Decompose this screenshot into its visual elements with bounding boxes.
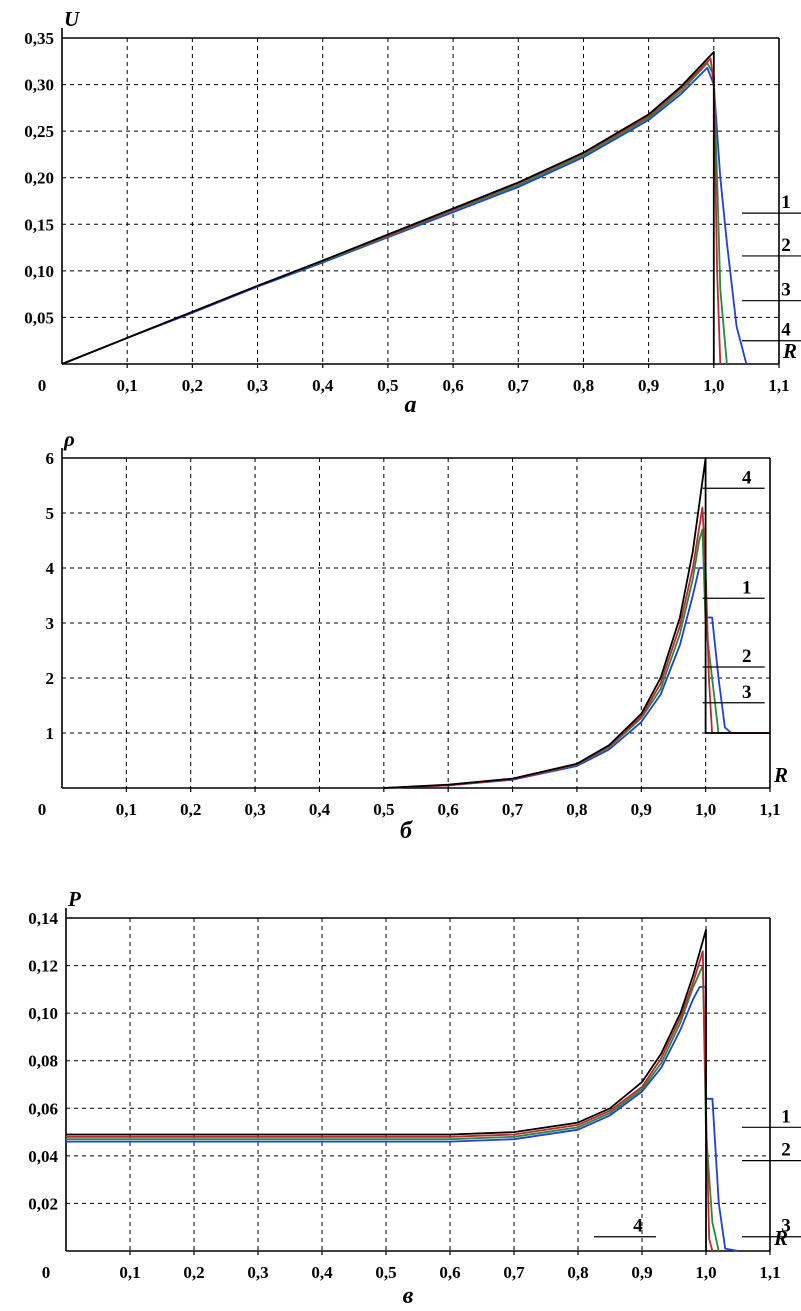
y-axis-name: P <box>67 887 81 911</box>
x-tick-label: 0,2 <box>183 1263 204 1282</box>
x-tick-label: 1,0 <box>703 376 724 395</box>
curve-label: 3 <box>781 1216 791 1237</box>
y-tick-label: 0,30 <box>24 76 54 95</box>
curve-label: 2 <box>781 1140 791 1161</box>
x-axis-name: R <box>773 763 788 787</box>
curve-label: 3 <box>781 280 791 301</box>
x-tick-label: 0,9 <box>638 376 659 395</box>
x-tick-label: 0,3 <box>244 800 265 819</box>
x-tick-label: 0,9 <box>631 1263 652 1282</box>
x-tick-label: 0,8 <box>566 800 587 819</box>
y-tick-label: 0,04 <box>28 1147 58 1166</box>
y-axis-name: ρ <box>63 427 75 451</box>
x-tick-label: 0,5 <box>373 800 394 819</box>
series-line-2 <box>61 62 728 365</box>
x-tick-label: 0,7 <box>502 800 524 819</box>
x-tick-label: 0,4 <box>309 800 331 819</box>
x-tick-label: 0 <box>38 376 47 395</box>
x-axis-name: R <box>773 1226 788 1250</box>
x-tick-label: 1,0 <box>695 800 716 819</box>
series-line-3 <box>61 57 722 365</box>
series-line-4 <box>66 929 707 1251</box>
x-tick-label: 0,1 <box>119 1263 140 1282</box>
x-tick-label: 0,5 <box>375 1263 396 1282</box>
y-tick-label: 0,05 <box>24 308 54 327</box>
x-tick-label: 1,1 <box>759 800 780 819</box>
x-tick-label: 0,8 <box>573 376 594 395</box>
panel-letter: а <box>405 392 417 418</box>
y-tick-label: 0,25 <box>24 122 54 141</box>
curve-label: 4 <box>633 1216 643 1237</box>
x-tick-label: 0,3 <box>247 1263 268 1282</box>
curve-label: 4 <box>781 320 791 341</box>
x-tick-label: 0,9 <box>631 800 652 819</box>
series-line-1 <box>383 567 770 789</box>
curve-label: 3 <box>742 682 752 703</box>
x-tick-label: 0,7 <box>503 1263 525 1282</box>
x-tick-label: 0,2 <box>180 800 201 819</box>
x-tick-label: 0,1 <box>116 800 137 819</box>
x-tick-label: 1,1 <box>759 1263 780 1282</box>
y-tick-label: 0,35 <box>24 29 54 48</box>
panel-letter: б <box>400 818 413 844</box>
x-tick-label: 0,4 <box>312 376 334 395</box>
x-tick-label: 0,4 <box>311 1263 333 1282</box>
x-tick-label: 0 <box>38 800 47 819</box>
y-tick-label: 0,20 <box>24 169 54 188</box>
series-line-4 <box>61 51 715 365</box>
series-line-3 <box>66 950 714 1252</box>
y-tick-label: 3 <box>46 614 55 633</box>
y-tick-label: 0,02 <box>28 1194 58 1213</box>
series-line-4 <box>383 457 770 789</box>
x-tick-label: 1,1 <box>768 376 789 395</box>
x-tick-label: 0,5 <box>377 376 398 395</box>
y-tick-label: 2 <box>46 669 55 688</box>
panel-letter: в <box>403 1283 414 1309</box>
x-tick-label: 0,8 <box>567 1263 588 1282</box>
y-tick-label: 0,12 <box>28 957 58 976</box>
curve-label: 1 <box>781 1106 791 1127</box>
chart-panel-3: 0 0,1 0,2 0,3 0,4 0,5 0,6 0,7 0,8 0,9 1,0 1,1 0,02 0,… <box>28 887 801 1309</box>
y-tick-label: 0,10 <box>24 262 54 281</box>
x-tick-label: 0,3 <box>247 376 268 395</box>
y-tick-label: 5 <box>46 504 55 523</box>
x-tick-label: 0,6 <box>442 376 463 395</box>
y-tick-label: 4 <box>46 559 55 578</box>
x-tick-label: 0 <box>42 1263 51 1282</box>
series-line-1 <box>61 66 748 365</box>
y-tick-label: 0,15 <box>24 215 54 234</box>
chart-panel-1: 0 0,1 0,2 0,3 0,4 0,5 0,6 0,7 0,8 0,9 1,0 1,1 0,05 0,… <box>24 7 801 418</box>
x-tick-label: 0,1 <box>117 376 138 395</box>
curve-label: 2 <box>781 235 791 256</box>
x-tick-label: 0,6 <box>439 1263 460 1282</box>
x-tick-label: 0,7 <box>508 376 530 395</box>
y-tick-label: 0,10 <box>28 1004 58 1023</box>
curve-label: 2 <box>742 646 752 667</box>
x-tick-label: 0,6 <box>438 800 459 819</box>
x-axis-name: R <box>782 339 797 363</box>
chart-panel-2: 0 0,1 0,2 0,3 0,4 0,5 0,6 0,7 0,8 0,9 1,0 1,1 1 2 3 4 5 6… <box>38 427 788 844</box>
curve-label: 1 <box>781 192 791 213</box>
y-axis-name: U <box>64 7 81 31</box>
x-tick-label: 0,2 <box>182 376 203 395</box>
series-line-1 <box>66 986 739 1252</box>
curve-label: 4 <box>742 467 752 488</box>
y-tick-label: 6 <box>46 449 55 468</box>
y-tick-label: 0,14 <box>28 909 58 928</box>
y-tick-label: 1 <box>46 724 55 743</box>
y-tick-label: 0,08 <box>28 1052 58 1071</box>
x-tick-label: 1,0 <box>695 1263 716 1282</box>
curve-label: 1 <box>742 577 752 598</box>
y-tick-label: 0,06 <box>28 1099 58 1118</box>
